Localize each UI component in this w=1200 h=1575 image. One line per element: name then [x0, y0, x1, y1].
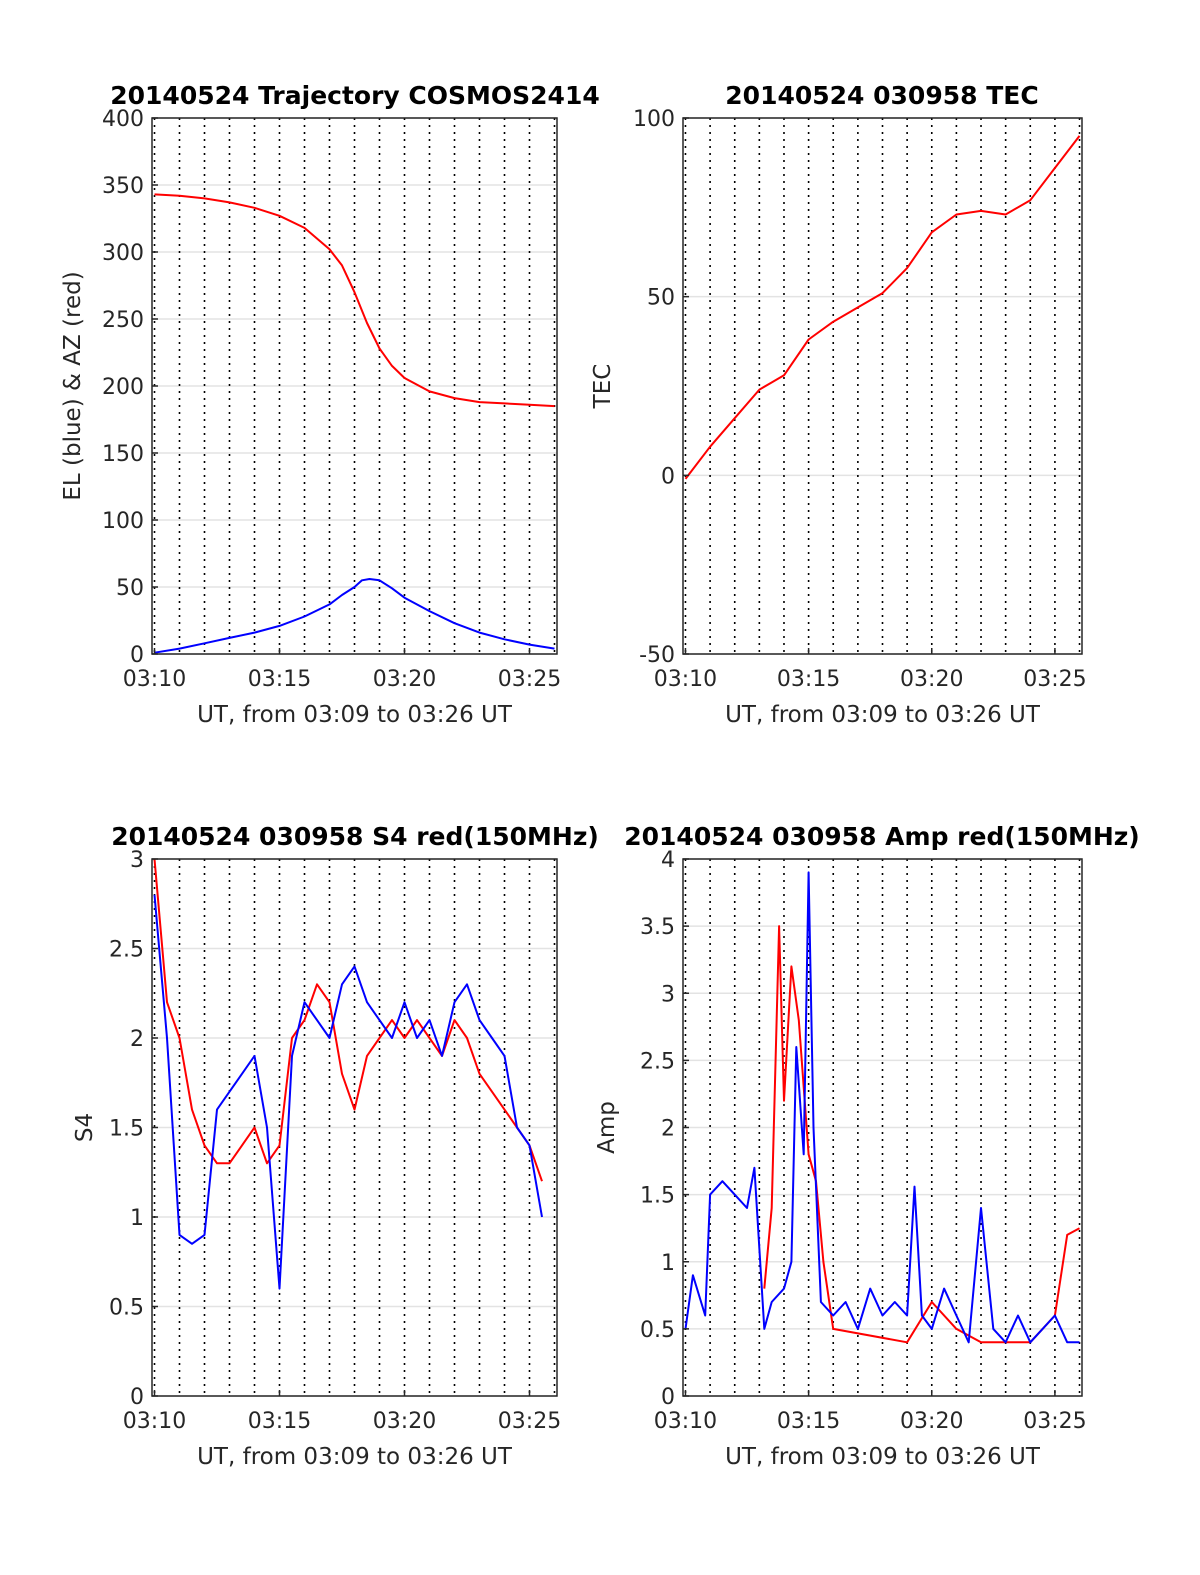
y-tick-label: 2: [130, 1027, 144, 1052]
y-tick-label: 0: [130, 643, 144, 668]
y-tick-label: 250: [102, 308, 144, 333]
series-line-1: [154, 193, 555, 408]
y-tick-label: 0.5: [109, 1296, 144, 1321]
x-tick-label: 03:25: [498, 667, 561, 692]
y-tick-label: 300: [102, 241, 144, 266]
chart-title: 20140524 Trajectory COSMOS2414: [110, 81, 600, 110]
y-axis-label: TEC: [590, 364, 616, 410]
x-tick-label: 03:20: [373, 1409, 436, 1434]
series-line-1: [684, 135, 1081, 480]
x-tick-label: 03:25: [498, 1409, 561, 1434]
chart-title: 20140524 030958 S4 red(150MHz): [111, 822, 599, 851]
x-tick-label: 03:10: [123, 1409, 186, 1434]
x-axis-label: UT, from 03:09 to 03:26 UT: [197, 1444, 513, 1470]
chart-title: 20140524 030958 Amp red(150MHz): [624, 822, 1140, 851]
x-tick-label: 03:15: [777, 1409, 840, 1434]
x-tick-label: 03:20: [373, 667, 436, 692]
series-line-1: [153, 859, 543, 1182]
series-line-2: [154, 578, 555, 654]
y-tick-label: 0: [130, 1385, 144, 1410]
chart-panel-4: 03:10 03:15 03:20 03:25 0 0.5 1 1.5 2 2.5 3 3.5 4201…: [594, 822, 1140, 1470]
y-tick-label: 3: [661, 982, 675, 1007]
chart-title: 20140524 030958 TEC: [725, 81, 1038, 110]
y-tick-label: 0: [661, 464, 675, 489]
y-axis-label: Amp: [594, 1101, 620, 1154]
y-axis-label: S4: [72, 1113, 98, 1142]
y-tick-label: 3.5: [640, 915, 675, 940]
axes-box: [682, 117, 1083, 655]
y-tick-label: 2.5: [640, 1049, 675, 1074]
x-tick-label: 03:20: [900, 1409, 963, 1434]
x-tick-label: 03:25: [1023, 667, 1086, 692]
x-tick-label: 03:15: [248, 667, 311, 692]
y-tick-label: -50: [639, 643, 675, 668]
x-tick-label: 03:10: [654, 667, 717, 692]
y-tick-label: 4: [661, 848, 675, 873]
y-tick-label: 50: [647, 286, 675, 311]
y-tick-label: 100: [102, 509, 144, 534]
y-axis-label: EL (blue) & AZ (red): [60, 271, 86, 500]
y-tick-label: 1.5: [109, 1117, 144, 1142]
series-line-2: [153, 894, 543, 1290]
chart-panel-2: 03:10 03:15 03:20 03:25 -50 0 50 100 20140524 03…: [590, 81, 1087, 728]
y-tick-label: 100: [633, 107, 675, 132]
y-tick-label: 3: [130, 848, 144, 873]
chart-panel-3: 03:10 03:15 03:20 03:25 0 0.5 1 1.5 2 2.5 32014052…: [72, 822, 599, 1470]
x-tick-label: 03:10: [123, 667, 186, 692]
y-tick-label: 1: [130, 1206, 144, 1231]
y-tick-label: 1.5: [640, 1184, 675, 1209]
y-tick-label: 2.5: [109, 938, 144, 963]
chart-panel-1: 03:10 03:15 03:20 03:25 0 50 100 150 200 250 300 35…: [60, 81, 600, 728]
y-tick-label: 50: [116, 576, 144, 601]
y-tick-label: 400: [102, 107, 144, 132]
y-tick-label: 2: [661, 1117, 675, 1142]
x-tick-label: 03:15: [777, 667, 840, 692]
y-tick-label: 150: [102, 442, 144, 467]
y-tick-label: 200: [102, 375, 144, 400]
y-tick-label: 0: [661, 1385, 675, 1410]
series-line-2: [684, 871, 1080, 1344]
x-tick-label: 03:10: [654, 1409, 717, 1434]
x-tick-label: 03:15: [248, 1409, 311, 1434]
y-tick-label: 0.5: [640, 1318, 675, 1343]
y-tick-label: 350: [102, 174, 144, 199]
x-tick-label: 03:20: [900, 667, 963, 692]
y-tick-label: 1: [661, 1251, 675, 1276]
x-axis-label: UT, from 03:09 to 03:26 UT: [725, 702, 1041, 728]
x-axis-label: UT, from 03:09 to 03:26 UT: [725, 1444, 1041, 1470]
x-axis-label: UT, from 03:09 to 03:26 UT: [197, 702, 513, 728]
x-tick-label: 03:25: [1023, 1409, 1086, 1434]
